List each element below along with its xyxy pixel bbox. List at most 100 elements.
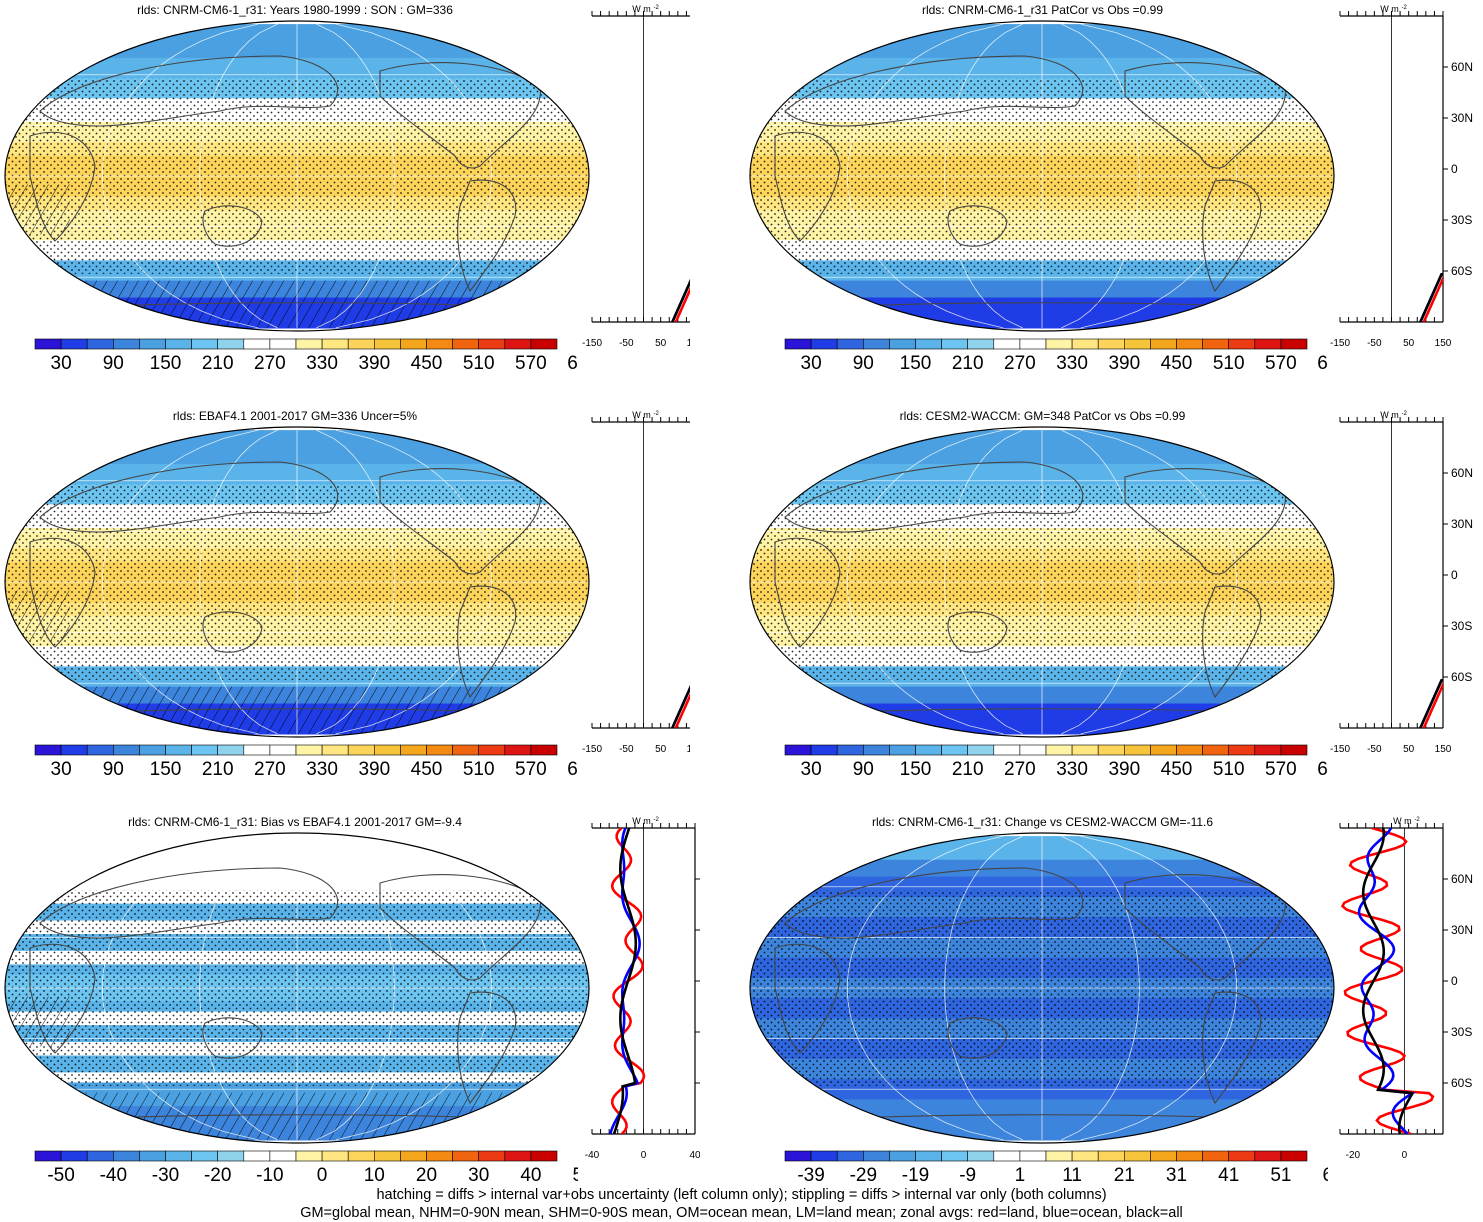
colorbar-label: -50 bbox=[47, 1165, 74, 1186]
zonal-tick-label: -50 bbox=[619, 744, 634, 755]
colorbar: 30 90 150 210 270 330 390 450 510 570 630 bbox=[34, 338, 578, 374]
colorbar-label: 90 bbox=[103, 759, 124, 780]
colorbar-box bbox=[113, 338, 140, 350]
zonal-tick-label: 50 bbox=[1403, 744, 1415, 755]
colorbar-box bbox=[34, 744, 62, 756]
zonal-curve-ocean bbox=[609, 828, 641, 1134]
colorbar-label: 330 bbox=[1056, 759, 1088, 780]
graticule-meridian bbox=[1061, 835, 1140, 1141]
graticule-meridian bbox=[101, 23, 259, 329]
colorbar-label: -30 bbox=[152, 1165, 179, 1186]
colorbar-box bbox=[1228, 744, 1256, 756]
colorbar-box bbox=[217, 744, 245, 756]
zonal-tick-label: 150 bbox=[1435, 744, 1452, 755]
map-field bbox=[750, 23, 1334, 331]
coastline bbox=[29, 537, 96, 648]
panel-title: rlds: CNRM-CM6-1_r31: Bias vs EBAF4.1 20… bbox=[128, 815, 462, 829]
colorbar-box bbox=[784, 338, 812, 350]
colorbar-box bbox=[810, 744, 838, 756]
colorbar-box bbox=[426, 744, 453, 756]
colorbar-label: 570 bbox=[515, 759, 547, 780]
colorbar-label: 510 bbox=[463, 759, 495, 780]
coastline bbox=[457, 179, 517, 293]
zonal-curve-land bbox=[674, 692, 690, 728]
colorbar-label: 30 bbox=[801, 353, 822, 374]
colorbar-box bbox=[86, 744, 114, 756]
colorbar-box bbox=[1097, 338, 1125, 350]
graticule-meridian bbox=[846, 429, 1004, 735]
zonal-tick-label: -40 bbox=[585, 1150, 600, 1161]
zonal-lat-label: 0 bbox=[1451, 974, 1458, 988]
graticule-meridian bbox=[1080, 835, 1238, 1141]
colorbar-box bbox=[191, 744, 219, 756]
colorbar-label: 570 bbox=[515, 353, 547, 374]
graticule-meridian bbox=[316, 429, 395, 735]
colorbar-label: 630 bbox=[1317, 353, 1328, 374]
colorbar-box bbox=[1123, 744, 1151, 756]
colorbar-box bbox=[139, 744, 166, 756]
colorbar-label: 1 bbox=[1015, 1165, 1026, 1186]
colorbar-label: 630 bbox=[567, 759, 578, 780]
zonal-tick-label: 150 bbox=[1435, 338, 1452, 349]
map-field bbox=[5, 429, 589, 737]
colorbar-label: -40 bbox=[100, 1165, 127, 1186]
coastline bbox=[784, 55, 1084, 127]
graticule-meridian bbox=[335, 23, 493, 329]
colorbar-box bbox=[1280, 338, 1308, 350]
graticule-meridian bbox=[199, 835, 278, 1141]
graticule-meridian bbox=[199, 23, 278, 329]
zonal-curve-ocean bbox=[671, 279, 690, 322]
graticule-meridian bbox=[199, 429, 278, 735]
graticule-meridian bbox=[335, 835, 493, 1141]
colorbar-box bbox=[243, 338, 271, 350]
coastline bbox=[1202, 991, 1262, 1105]
robinson-map bbox=[4, 20, 590, 332]
colorbar-label: 150 bbox=[900, 759, 932, 780]
zonal-units-exponent: -2 bbox=[654, 817, 660, 823]
colorbar-label: 90 bbox=[103, 353, 124, 374]
colorbar: 30 90 150 210 270 330 390 450 510 570 630 bbox=[784, 338, 1328, 374]
coastline bbox=[1202, 585, 1262, 699]
colorbar-label: 450 bbox=[1161, 759, 1193, 780]
colorbar-box bbox=[478, 744, 506, 756]
colorbar-label: 510 bbox=[1213, 759, 1245, 780]
colorbar-box bbox=[1280, 1150, 1308, 1162]
panel-title: rlds: CESM2-WACCM: GM=348 PatCor vs Obs … bbox=[899, 409, 1186, 423]
colorbar-box bbox=[426, 1150, 453, 1162]
zonal-tick-label: 50 bbox=[1403, 338, 1415, 349]
map-border bbox=[749, 832, 1335, 1144]
colorbar-label: 390 bbox=[1108, 759, 1140, 780]
coastline bbox=[774, 943, 841, 1054]
zonal-tick-label: -150 bbox=[582, 744, 602, 755]
graticule-meridian bbox=[316, 23, 395, 329]
zonal-lat-label: 30S bbox=[1451, 1025, 1472, 1039]
footer-note-legend: GM=global mean, NHM=0-90N mean, SHM=0-90… bbox=[300, 1205, 1183, 1221]
colorbar-box bbox=[993, 1150, 1021, 1162]
colorbar-box bbox=[1071, 338, 1099, 350]
colorbar-label: 630 bbox=[567, 353, 578, 374]
colorbar-box bbox=[915, 338, 942, 350]
coastline bbox=[1202, 179, 1262, 293]
colorbar-box bbox=[139, 1150, 166, 1162]
colorbar-label: 30 bbox=[801, 759, 822, 780]
colorbar-box bbox=[530, 1150, 558, 1162]
colorbar-box bbox=[784, 744, 812, 756]
coastline bbox=[379, 874, 541, 981]
robinson-map bbox=[4, 832, 590, 1144]
zonal-tick-label: -50 bbox=[1367, 338, 1382, 349]
colorbar-box bbox=[1150, 338, 1177, 350]
colorbar-box bbox=[1123, 338, 1151, 350]
colorbar-label: 90 bbox=[853, 353, 874, 374]
colorbar-label: 150 bbox=[150, 353, 182, 374]
graticule-meridian bbox=[335, 429, 493, 735]
zonal-tick-label: 150 bbox=[687, 744, 690, 755]
colorbar-label: 210 bbox=[202, 759, 234, 780]
colorbar-box bbox=[530, 744, 558, 756]
zonal-lat-label: 0 bbox=[1451, 162, 1458, 176]
colorbar-box bbox=[373, 338, 401, 350]
colorbar-label: 41 bbox=[1218, 1165, 1239, 1186]
zonal-lat-label: 60N bbox=[1451, 872, 1473, 886]
colorbar-box bbox=[889, 744, 916, 756]
colorbar: -50 -40 -30 -20 -10 0 10 20 30 40 50 bbox=[34, 1150, 578, 1186]
